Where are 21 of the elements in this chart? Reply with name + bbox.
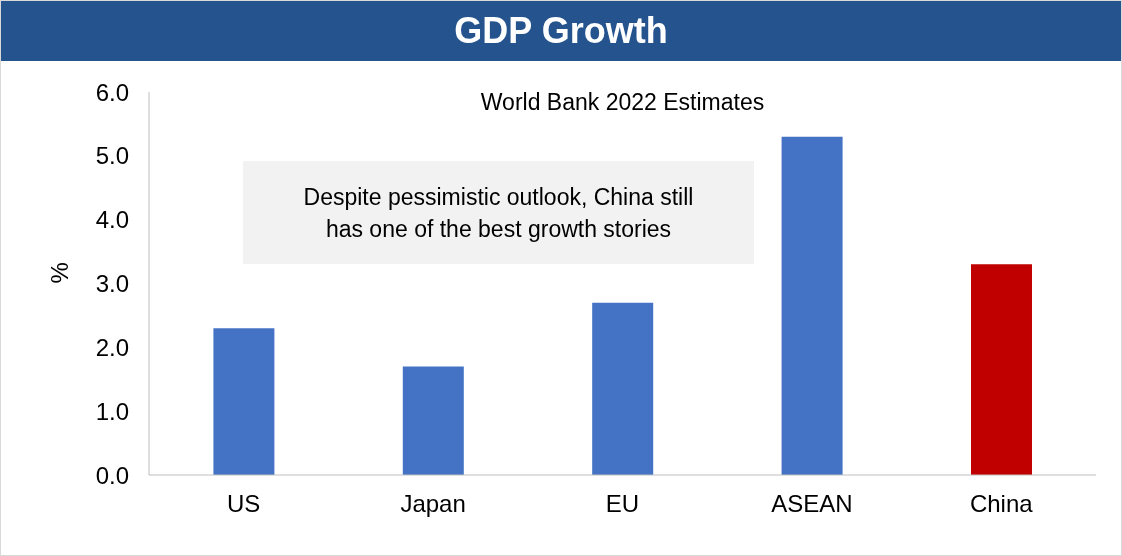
y-tick-label: 1.0 <box>95 397 129 425</box>
x-tick-label: EU <box>605 490 640 518</box>
y-axis-title: % <box>45 262 73 284</box>
y-tick-label: 3.0 <box>95 270 129 298</box>
bar <box>213 328 275 475</box>
bar <box>402 366 464 475</box>
x-tick-label: Japan <box>400 490 466 518</box>
y-tick-label: 0.0 <box>95 461 129 489</box>
x-tick-label: ASEAN <box>771 490 853 518</box>
y-tick-label: 2.0 <box>95 333 129 361</box>
y-tick-label: 5.0 <box>95 142 129 170</box>
bar <box>781 136 843 475</box>
chart-subtitle: World Bank 2022 Estimates <box>479 89 766 116</box>
x-tick-label: China <box>969 490 1034 518</box>
y-tick-label: 4.0 <box>95 206 129 234</box>
y-tick-label: 6.0 <box>95 78 129 106</box>
bar <box>592 302 654 475</box>
note-box: Despite pessimistic outlook, China still has one of the best growth stories <box>243 161 754 264</box>
bar <box>971 264 1032 475</box>
x-tick-label: US <box>227 490 261 518</box>
chart-title: GDP Growth <box>1 1 1121 61</box>
